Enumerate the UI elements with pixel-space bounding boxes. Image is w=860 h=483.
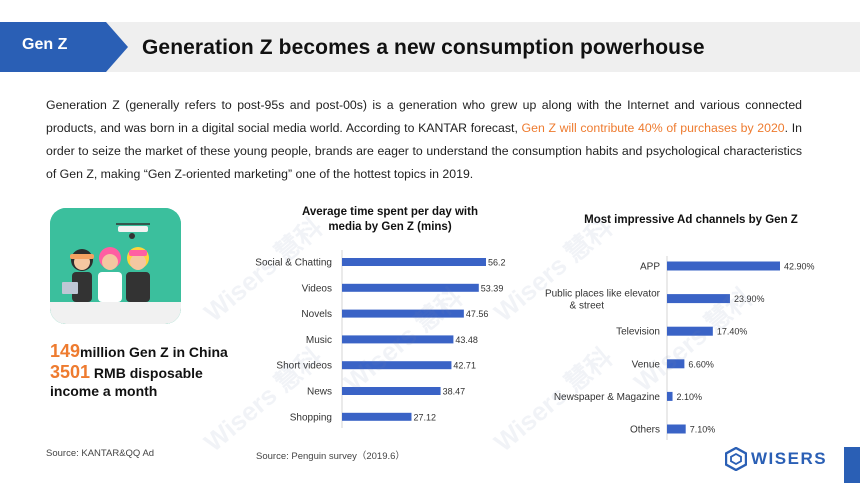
chart1-bar [342,387,441,395]
gen-z-people-icon [50,208,181,324]
corner-accent [844,447,860,483]
chart1-category-label: Short videos [276,361,332,372]
chart1-data-label: 38.47 [443,387,466,397]
income-number: 3501 [50,362,91,382]
intro-paragraph: Generation Z (generally refers to post-9… [46,94,802,186]
income-text-1: RMB disposable [90,365,203,381]
income-text-2: income a month [50,383,158,399]
intro-highlight: Gen Z will contribute 40% of purchases b… [521,121,785,135]
chart1-category-label: Videos [302,283,332,294]
chart2-category-label: Public places like elevator & street [545,289,661,312]
chart2-category-label: Venue [632,359,661,370]
intro-text-1: Generation Z (generally refers to post-9… [46,98,802,135]
chart2-data-label: 7.10% [690,425,716,435]
chart1-data-label: 43.48 [455,335,478,345]
chart1-category-label: Shopping [290,412,332,423]
population-number: 149 [50,341,81,361]
chart2-data-label: 42.90% [784,262,815,272]
chart2-data-label: 17.40% [717,327,748,337]
chart1-data-label: 42.71 [453,361,476,371]
chart2-bar [667,359,685,369]
page-title: Generation Z becomes a new consumption p… [142,36,705,59]
chart2-category-label: Newspaper & Magazine [554,392,661,403]
income-stat: 3501 RMB disposable income a month [50,363,228,400]
hexagon-logo-icon [725,447,747,471]
chart2-bar [667,294,730,304]
tag-arrow-shape [0,22,128,72]
chart1-bar [342,361,452,370]
section-tag: Gen Z [0,22,128,72]
chart1-bar [342,283,479,292]
header-band [0,22,860,72]
chart1-title: Average time spent per day with media by… [282,205,498,235]
chart1-title-line1: Average time spent per day with [302,206,478,218]
chart1-title-line2: media by Gen Z (mins) [328,221,452,233]
population-text: million Gen Z in China [80,344,228,360]
chart2-category-label: Others [630,425,660,436]
chart1-bar [342,335,454,344]
chart1-bar [342,412,412,421]
chart1-category-label: Novels [301,309,332,320]
gen-z-illustration [50,208,181,324]
chart2-bar [667,261,780,271]
chart1-category-label: Social & Chatting [255,258,332,269]
population-stat: 149million Gen Z in China [50,342,228,361]
chart1-category-label: News [307,387,332,398]
chart1-data-label: 53.39 [481,283,504,293]
chart1-data-label: 27.12 [413,412,436,422]
chart1-category-label: Music [306,335,332,346]
chart2-data-label: 2.10% [677,392,703,402]
intro-text-2: . In order to seize the market of these … [46,121,802,181]
source-middle: Source: Penguin survey（2019.6） [256,451,405,462]
drone-icon [116,223,150,239]
chart2-category-label: APP [640,262,660,273]
chart1-data-label: 56.2 [488,258,506,268]
chart2-data-label: 6.60% [688,359,714,369]
chart2-data-label: 23.90% [734,294,765,304]
chart1-bar [342,258,486,266]
chart1-bar [342,309,464,318]
key-stats: 149million Gen Z in China 3501 RMB dispo… [50,342,228,400]
chart2-bar [667,326,713,336]
logo-text: WISERS [751,449,828,468]
chart2-bar [667,424,686,434]
chart1-data-label: 47.56 [466,309,489,319]
chart2-title: Most impressive Ad channels by Gen Z [584,214,798,226]
wisers-logo: WISERS [725,447,827,471]
chart2-bar [667,391,673,401]
section-tag-label: Gen Z [22,36,68,53]
chart2-category-label: Television [616,327,660,338]
source-left: Source: KANTAR&QQ Ad [46,448,155,459]
